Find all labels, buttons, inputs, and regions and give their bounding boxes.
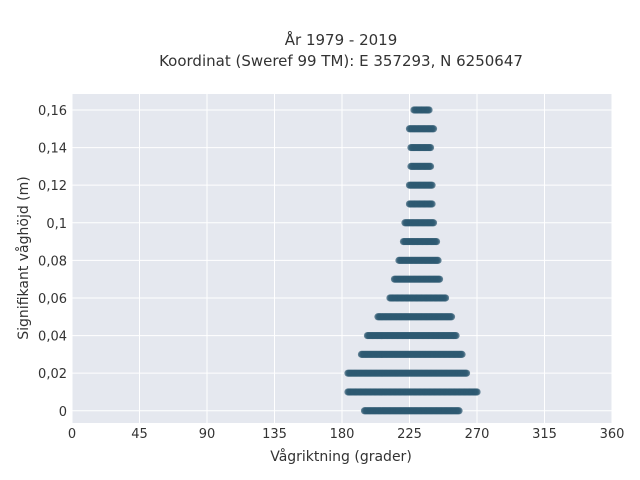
data-point (429, 125, 438, 133)
x-tick-label: 225 (397, 427, 422, 442)
x-tick-label: 360 (600, 427, 625, 442)
data-point (428, 181, 436, 189)
data-point (462, 369, 471, 377)
scatter-points (344, 106, 481, 415)
data-point (434, 256, 442, 264)
x-axis-title: Vågriktning (grader) (270, 448, 412, 465)
x-tick-labels: 0 45 90 135 180 225 270 315 360 (68, 427, 625, 442)
data-point (473, 388, 481, 396)
y-tick-label: 0,04 (38, 330, 67, 345)
y-tick-label: 0,14 (38, 142, 67, 157)
grid (71, 94, 613, 423)
y-tick-label: 0,16 (38, 104, 67, 119)
data-point (455, 407, 463, 415)
x-tick-label: 45 (131, 427, 148, 442)
data-point (458, 350, 466, 358)
y-axis-title: Signifikant våghöjd (m) (15, 176, 32, 339)
x-tick-label: 180 (330, 427, 355, 442)
y-tick-label: 0,08 (38, 254, 67, 269)
x-tick-label: 135 (262, 427, 287, 442)
y-tick-label: 0,06 (38, 292, 67, 307)
data-point (426, 143, 435, 152)
chart-subtitle: Koordinat (Sweref 99 TM): E 357293, N 62… (159, 52, 523, 70)
x-tick-label: 0 (68, 427, 76, 442)
chart-title: År 1979 - 2019 (285, 30, 398, 49)
data-point (426, 162, 435, 170)
data-point (428, 200, 436, 208)
data-point (425, 106, 433, 114)
x-tick-label: 270 (465, 427, 490, 442)
y-tick-label: 0 (59, 405, 67, 420)
data-point (435, 275, 444, 283)
y-tick-label: 0,1 (46, 217, 67, 232)
data-point (429, 219, 438, 227)
y-tick-label: 0,02 (38, 367, 67, 382)
y-tick-label: 0,12 (38, 179, 67, 194)
x-tick-label: 90 (199, 427, 216, 442)
data-point (452, 331, 460, 340)
data-point (447, 313, 456, 321)
y-tick-labels: 0 0,02 0,04 0,06 0,08 0,1 0,12 0,14 0,16 (38, 104, 67, 420)
data-point (432, 237, 441, 246)
data-point (441, 294, 450, 302)
x-tick-label: 315 (532, 427, 557, 442)
